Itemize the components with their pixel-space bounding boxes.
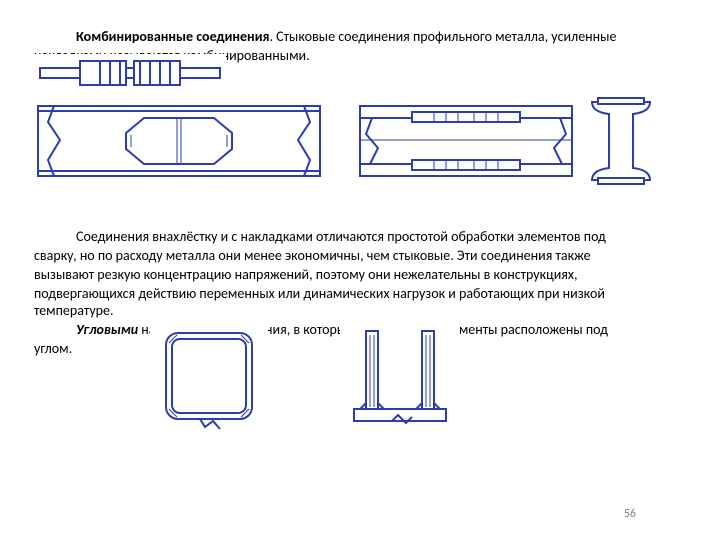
fig-i-beam-section (586, 94, 656, 188)
para2-line1: Соединения внахлёстку и с накладками отл… (34, 228, 686, 246)
fig-web-splice-octagon (34, 100, 324, 182)
page-number: 56 (624, 507, 636, 522)
fig-top-plate-splice (34, 54, 226, 92)
para3-bold: Угловыми (76, 321, 138, 338)
para1-bold: Комбинированные соединения (76, 28, 269, 45)
para2-line4: подвергающихся действию переменных или д… (34, 285, 686, 321)
fig-plate-pair-weld (340, 321, 460, 433)
fig-square-corner-weld (150, 321, 268, 433)
figure-row-1 (34, 66, 686, 222)
fig-flange-splice (356, 100, 576, 182)
page: Комбинированные соединения. Стыковые сое… (0, 0, 720, 540)
para1-rest: . Стыковые соединения профильного металл… (269, 28, 616, 45)
para2-line2: сварку, но по расходу металла они менее … (34, 247, 686, 265)
para1-line1: Комбинированные соединения. Стыковые сое… (34, 28, 686, 46)
para2-line3: вызывают резкую концентрацию напряжений,… (34, 266, 686, 284)
